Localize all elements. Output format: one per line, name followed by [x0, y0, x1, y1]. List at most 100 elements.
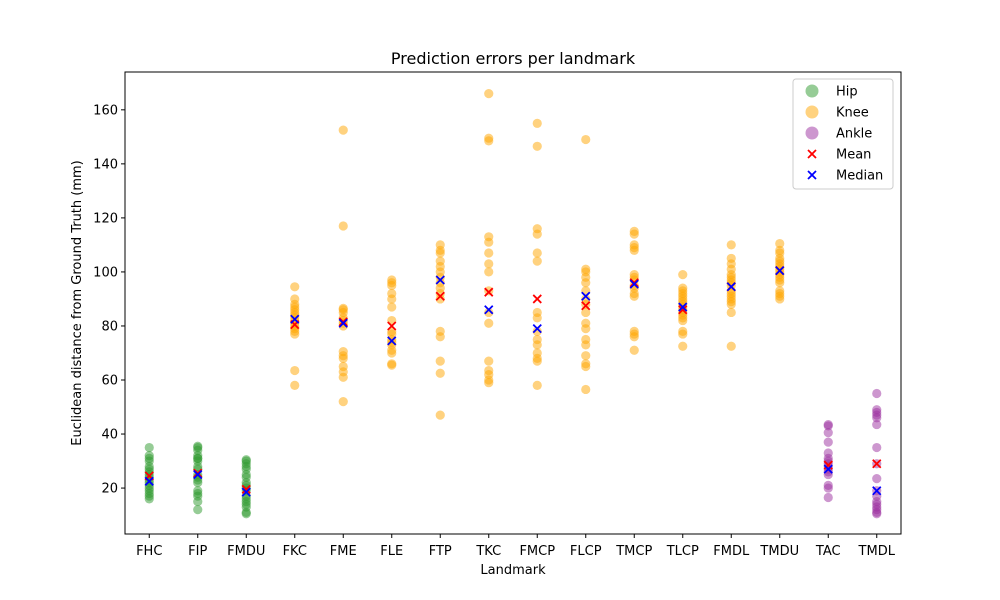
data-point-flcp	[581, 278, 591, 288]
mean-marker-fmcp	[532, 294, 542, 304]
data-point-fmcp	[532, 248, 542, 258]
legend-box	[792, 78, 894, 190]
mean-marker-tac-stroke	[823, 460, 833, 470]
data-point-fme	[338, 353, 348, 363]
data-point-fmdl	[726, 341, 736, 351]
data-point-fip	[193, 478, 203, 488]
data-point-flcp	[581, 299, 591, 309]
data-point-fme	[338, 221, 348, 231]
x-tick-label: FLE	[380, 544, 403, 559]
median-marker-tmdu-stroke	[775, 265, 785, 276]
mean-marker-tkc-stroke	[484, 287, 494, 297]
mean-marker-tac	[823, 460, 833, 470]
data-point-tac	[823, 437, 833, 447]
data-point-ftp	[435, 248, 445, 258]
data-point-tkc	[484, 89, 494, 99]
data-point-tlcp	[678, 315, 688, 326]
data-point-tmdl	[872, 388, 882, 399]
median-marker-tmcp	[629, 279, 639, 289]
data-point-fkc	[290, 329, 300, 339]
data-point-fmcp	[532, 380, 542, 391]
median-marker-tlcp-stroke	[678, 302, 688, 312]
median-marker-fkc-stroke	[290, 314, 300, 324]
data-point-ftp	[435, 410, 445, 420]
data-point-tmdu	[775, 294, 785, 304]
mean-marker-fme-stroke	[338, 317, 348, 327]
y-axis: 20 40 60 80 100 120 140 160	[93, 103, 125, 497]
y-tick-label: 20	[101, 482, 118, 497]
median-marker-fle	[387, 336, 397, 346]
x-tick-label: FLCP	[570, 544, 602, 559]
data-point-tkc	[484, 356, 494, 366]
data-point-fhc	[144, 442, 154, 453]
data-point-tkc	[484, 259, 494, 269]
data-point-ftp	[435, 368, 445, 378]
mean-marker-fip-stroke	[193, 468, 203, 478]
data-point-tmdl	[872, 442, 882, 453]
data-point-tkc	[484, 136, 494, 146]
data-points	[144, 89, 882, 519]
legend-item-ankle: Ankle	[805, 126, 872, 142]
mean-marker-fmdu	[241, 484, 251, 495]
median-marker-tmdl-stroke	[872, 486, 882, 496]
data-point-tlcp	[678, 341, 688, 351]
data-point-flcp	[581, 351, 591, 361]
data-point-tmdl	[872, 474, 882, 484]
legend-label-knee: Knee	[836, 106, 869, 121]
data-point-tmdl	[872, 413, 882, 423]
mean-marker-tmdl-stroke	[872, 459, 882, 469]
y-tick-label: 60	[101, 374, 118, 389]
median-marker-tac	[823, 464, 833, 474]
data-point-fle	[387, 348, 397, 358]
data-point-fle	[387, 294, 397, 304]
x-axis-label: Landmark	[480, 563, 546, 578]
x-tick-label: TLCP	[666, 544, 699, 559]
data-point-fkc	[290, 380, 300, 391]
median-marker-tmdu	[775, 265, 785, 276]
data-point-flcp	[581, 134, 591, 145]
legend-item-median: Median	[807, 169, 883, 184]
median-marker-fip-stroke	[193, 469, 203, 480]
data-point-fmdl	[726, 240, 736, 250]
data-point-tlcp	[678, 270, 688, 280]
data-point-tac	[823, 421, 833, 431]
plot-area-frame	[124, 71, 902, 535]
mean-marker-ftp	[435, 291, 445, 301]
data-point-fmcp	[532, 326, 542, 336]
mean-marker-tmcp-stroke	[629, 278, 639, 288]
data-point-fmdl	[726, 307, 736, 318]
x-tick-label: FMDU	[227, 544, 265, 559]
data-point-tkc	[484, 307, 494, 318]
data-point-tkc	[484, 267, 494, 277]
data-point-flcp	[581, 340, 591, 350]
data-point-fme	[338, 372, 348, 382]
data-point-tmcp	[629, 291, 639, 301]
chart-title: Prediction errors per landmark	[391, 49, 636, 68]
mean-marker-fle-stroke	[387, 321, 397, 331]
data-point-fle	[387, 302, 397, 312]
median-marker-tkc	[484, 305, 494, 315]
data-point-tkc	[484, 248, 494, 258]
median-marker-fmcp-stroke	[532, 324, 542, 334]
legend-item-mean: Mean	[807, 148, 871, 163]
data-point-flcp	[581, 307, 591, 318]
legend-swatch-median-stroke	[807, 170, 817, 180]
x-tick-label: TMDU	[759, 544, 799, 559]
legend-label-mean: Mean	[836, 148, 871, 163]
x-tick-label: FTP	[429, 544, 452, 559]
mean-marker-flcp-stroke	[581, 301, 591, 311]
legend-label-ankle: Ankle	[836, 127, 872, 142]
data-point-fip	[193, 505, 203, 515]
data-point-fme	[338, 397, 348, 407]
x-tick-label: FHC	[136, 544, 162, 559]
mean-marker-tkc	[484, 287, 494, 297]
x-tick-label: TMCP	[615, 544, 652, 559]
data-point-ftp	[435, 294, 445, 304]
median-marker-fme	[338, 318, 348, 328]
mean-marker-tlcp-stroke	[678, 305, 688, 315]
data-point-fmcp	[532, 141, 542, 151]
mean-marker-fip	[193, 468, 203, 478]
median-marker-tmcp-stroke	[629, 279, 639, 289]
median-marker-fle-stroke	[387, 336, 397, 346]
y-tick-label: 40	[101, 428, 118, 443]
